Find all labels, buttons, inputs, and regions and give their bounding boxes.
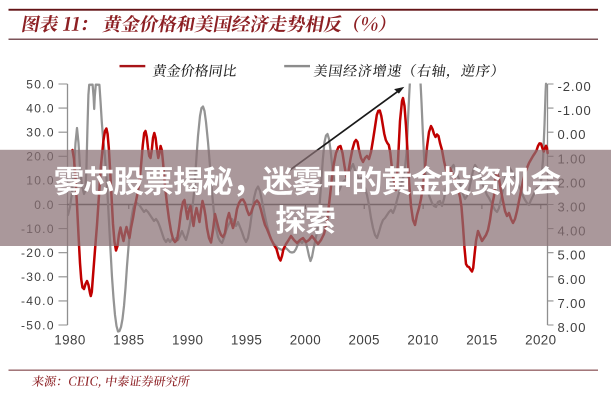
svg-text:2005: 2005 xyxy=(349,332,380,347)
svg-text:7.00: 7.00 xyxy=(558,296,587,311)
svg-text:-30.0: -30.0 xyxy=(21,270,55,284)
svg-text:-20.0: -20.0 xyxy=(21,246,55,260)
svg-text:-1.00: -1.00 xyxy=(558,103,592,118)
svg-text:30.0: 30.0 xyxy=(26,126,55,140)
svg-text:6.00: 6.00 xyxy=(558,272,587,287)
svg-text:2020: 2020 xyxy=(525,332,556,347)
svg-text:5.00: 5.00 xyxy=(558,248,587,263)
svg-text:1985: 1985 xyxy=(113,332,144,347)
svg-text:1990: 1990 xyxy=(172,332,203,347)
svg-text:2010: 2010 xyxy=(407,332,438,347)
svg-text:50.0: 50.0 xyxy=(26,77,55,91)
svg-text:1980: 1980 xyxy=(54,332,85,347)
svg-text:2000: 2000 xyxy=(290,332,321,347)
svg-text:2015: 2015 xyxy=(466,332,497,347)
svg-text:0.00: 0.00 xyxy=(558,127,587,142)
svg-text:-50.0: -50.0 xyxy=(21,318,55,332)
svg-text:-2.00: -2.00 xyxy=(558,79,592,94)
svg-text:-40.0: -40.0 xyxy=(21,294,55,308)
svg-text:8.00: 8.00 xyxy=(558,320,587,335)
svg-text:1995: 1995 xyxy=(231,332,262,347)
svg-text:40.0: 40.0 xyxy=(26,101,55,115)
